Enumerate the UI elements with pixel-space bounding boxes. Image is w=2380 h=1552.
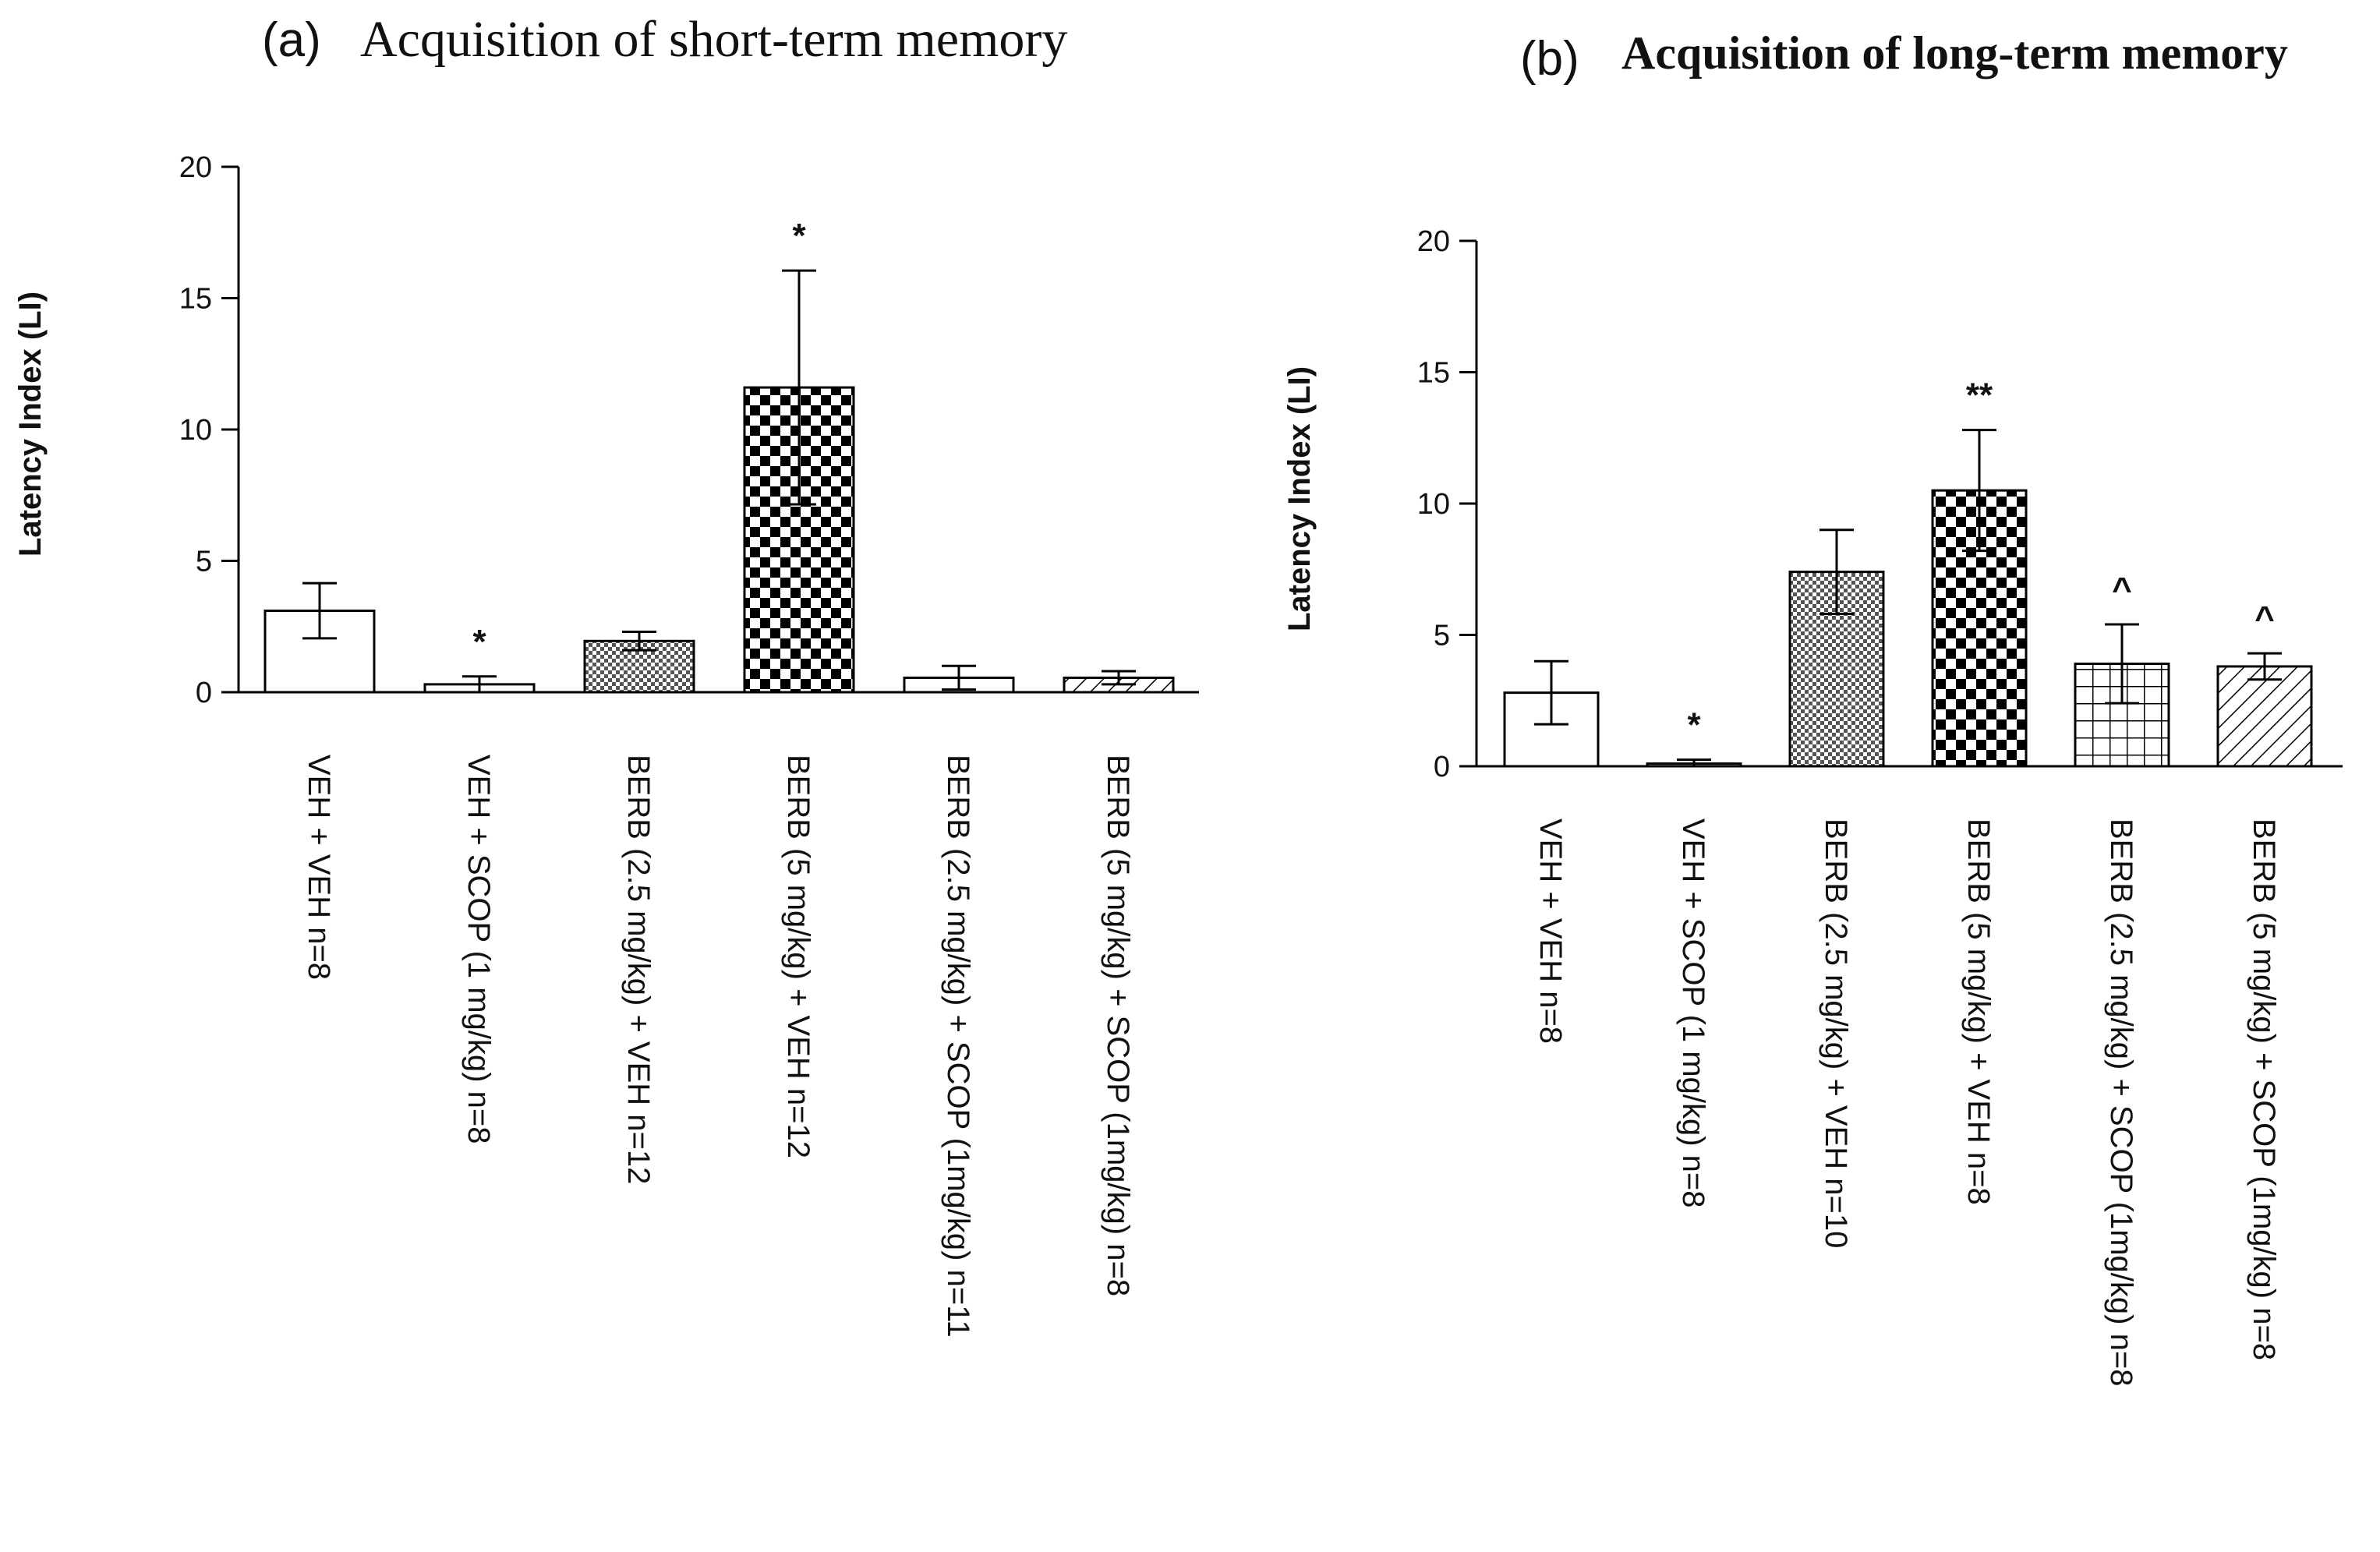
panel-b-label: (b) — [1520, 32, 1579, 86]
panel-b-category-label: BERB (5 mg/kg) + VEH n=8 — [1961, 818, 1996, 1205]
panel-b-category-label: VEH + SCOP (1 mg/kg) n=8 — [1676, 818, 1710, 1207]
panel-a-category-label: BERB (2.5 mg/kg) + SCOP (1mg/kg) n=11 — [941, 755, 975, 1338]
panel-b-ytick-label: 10 — [1417, 488, 1450, 521]
panel-b-ylabel: Latency Index (LI) — [1282, 366, 1317, 631]
panel-b-title: Acquisition of long-term memory — [1621, 27, 2288, 79]
panel-a-significance-marker: * — [792, 217, 806, 255]
panel-b-bar — [2216, 665, 2313, 768]
panel-b-ytick-label: 15 — [1417, 357, 1450, 390]
panel-a-ytick-label: 0 — [196, 677, 212, 709]
panel-b-category-label: VEH + VEH n=8 — [1533, 818, 1568, 1044]
panel-b-category-label: BERB (5 mg/kg) + SCOP (1mg/kg) n=8 — [2247, 818, 2281, 1360]
panel-a-plot: 0 5 10 15 20 VEH + VEH n=8 * VEH + SCOP (1 mg/k… — [179, 151, 1199, 1338]
panel-b-significance-marker: * — [1687, 706, 1701, 744]
panel-b-significance-marker: ^ — [2112, 571, 2132, 609]
panel-b-plot: 0 5 10 15 20 VEH + VEH n=8 * VEH + SCOP (1 mg/k… — [1417, 225, 2343, 1386]
panel-a-category-label: BERB (5 mg/kg) + SCOP (1mg/kg) n=8 — [1101, 755, 1135, 1296]
panel-a-category-label: BERB (2.5 mg/kg) + VEH n=12 — [621, 755, 656, 1184]
panel-a-label: (a) — [262, 13, 321, 67]
panel-a-title: Acquisition of short-term memory — [360, 11, 1067, 68]
panel-a-ytick-label: 20 — [179, 151, 212, 184]
panel-a-category-label: VEH + SCOP (1 mg/kg) n=8 — [462, 755, 496, 1144]
panel-a-ytick-label: 15 — [179, 283, 212, 316]
panel-b-significance-marker: ** — [1966, 377, 1993, 415]
panel-b-ytick-label: 0 — [1434, 751, 1450, 783]
panel-a-ytick-label: 5 — [196, 546, 212, 578]
panel-a-ylabel: Latency Index (LI) — [13, 292, 48, 557]
panel-b-category-label: BERB (2.5 mg/kg) + SCOP (1mg/kg) n=8 — [2104, 818, 2138, 1386]
panel-b-ytick-label: 5 — [1434, 620, 1450, 652]
panel-b-significance-marker: ^ — [2254, 599, 2275, 638]
panel-b-category-label: BERB (2.5 mg/kg) + VEH n=10 — [1819, 818, 1853, 1248]
panel-a-significance-marker: * — [472, 623, 486, 661]
panel-b-ytick-label: 20 — [1417, 225, 1450, 258]
panel-a-ytick-label: 10 — [179, 414, 212, 447]
panel-a-category-label: BERB (5 mg/kg) + VEH n=12 — [781, 755, 815, 1158]
panel-a-category-label: VEH + VEH n=8 — [302, 755, 336, 980]
